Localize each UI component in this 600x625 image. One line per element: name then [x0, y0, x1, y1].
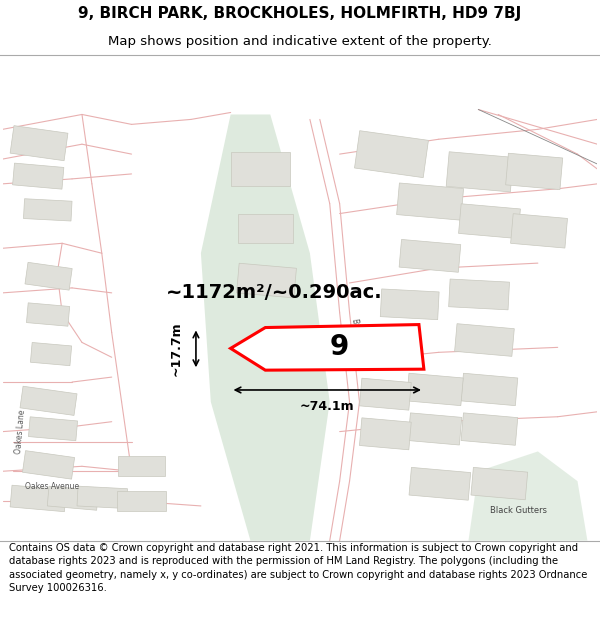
Bar [449, 279, 509, 310]
Bar [359, 418, 411, 450]
Bar [409, 468, 470, 500]
Text: Black Gutters: Black Gutters [490, 506, 547, 516]
Bar [446, 152, 514, 192]
Bar [31, 342, 71, 366]
Bar [355, 131, 428, 178]
Bar [458, 204, 520, 239]
Bar [397, 183, 464, 220]
Text: Oakes Lane: Oakes Lane [14, 409, 27, 454]
Bar [118, 456, 165, 476]
Text: ~17.7m: ~17.7m [170, 321, 182, 376]
Bar [22, 451, 74, 479]
Text: Oakes Avenue: Oakes Avenue [25, 482, 79, 491]
Bar [13, 163, 64, 189]
Text: Map shows position and indicative extent of the property.: Map shows position and indicative extent… [108, 35, 492, 48]
Polygon shape [230, 324, 424, 370]
Bar [10, 485, 67, 512]
Bar [407, 373, 463, 406]
Bar [380, 289, 439, 319]
Bar [455, 324, 514, 356]
Bar [506, 153, 563, 189]
Bar [25, 262, 72, 290]
Bar [461, 373, 518, 406]
Bar [511, 214, 568, 248]
Bar [471, 468, 527, 500]
Bar [230, 152, 290, 186]
Text: 9, BIRCH PARK, BROCKHOLES, HOLMFIRTH, HD9 7BJ: 9, BIRCH PARK, BROCKHOLES, HOLMFIRTH, HD… [79, 6, 521, 21]
Bar [28, 417, 77, 441]
Text: 9: 9 [330, 333, 349, 361]
Bar [26, 303, 70, 326]
Bar [236, 263, 296, 298]
Bar [408, 413, 462, 445]
Text: Birch Park: Birch Park [350, 318, 365, 357]
Bar [359, 378, 411, 410]
Bar [10, 126, 68, 161]
Bar [461, 413, 518, 445]
Bar [47, 486, 98, 510]
Polygon shape [469, 451, 587, 541]
Text: ~74.1m: ~74.1m [299, 401, 354, 413]
Polygon shape [201, 114, 330, 541]
Text: ~1172m²/~0.290ac.: ~1172m²/~0.290ac. [166, 283, 383, 302]
Bar [23, 199, 72, 221]
Bar [20, 386, 77, 416]
Bar [116, 491, 166, 511]
Text: Contains OS data © Crown copyright and database right 2021. This information is : Contains OS data © Crown copyright and d… [9, 543, 587, 592]
Bar [399, 239, 461, 272]
Bar [238, 214, 293, 243]
Bar [77, 486, 128, 509]
